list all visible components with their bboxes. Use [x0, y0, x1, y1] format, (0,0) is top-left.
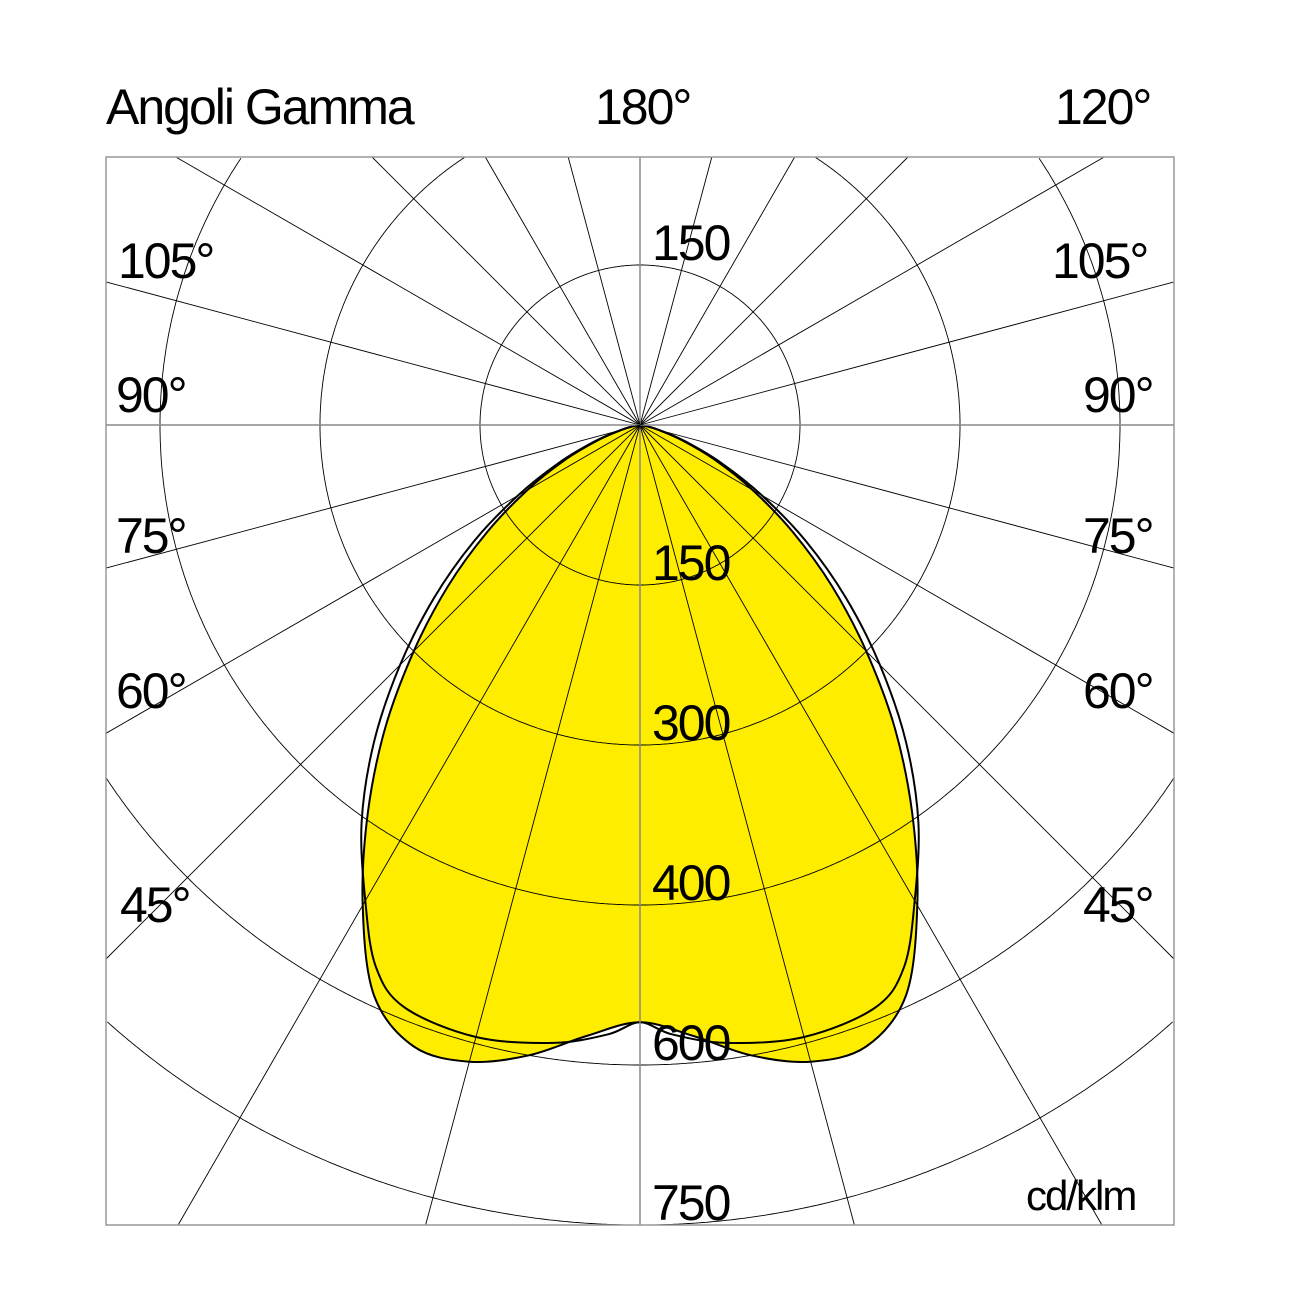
grid-spoke: [639, 424, 855, 1226]
angle-label-right-60: 60°: [1083, 663, 1153, 719]
chart-title: Angoli Gamma: [106, 79, 415, 135]
angle-label-right-90: 90°: [1083, 367, 1153, 423]
top-label-120: 120°: [1055, 79, 1150, 135]
angle-label-right-45: 45°: [1083, 877, 1153, 933]
grid-spoke: [639, 156, 1105, 426]
grid-spoke: [639, 156, 909, 426]
grid-spoke: [639, 424, 1175, 734]
grid-ring: [319, 157, 961, 746]
radial-label-top: 150: [652, 215, 730, 271]
grid-spoke: [639, 156, 796, 426]
angle-label-left-45: 45°: [120, 877, 190, 933]
grid-spoke: [639, 281, 1175, 426]
grid-spoke: [105, 281, 641, 426]
grid-spoke: [425, 424, 641, 1226]
grid-spoke: [484, 156, 641, 426]
grid-spoke: [105, 424, 641, 569]
angle-label-left-75: 75°: [116, 508, 186, 564]
unit-label: cd/klm: [1026, 1172, 1135, 1219]
chart-frame: [105, 156, 1175, 1226]
top-label-180: 180°: [595, 79, 690, 135]
angle-label-right-105: 105°: [1052, 233, 1147, 289]
grid-spoke: [639, 424, 1175, 960]
grid-spoke: [105, 424, 641, 734]
radial-label-2: 300: [652, 695, 730, 751]
angle-label-right-75: 75°: [1083, 508, 1153, 564]
radial-label-3: 400: [652, 855, 730, 911]
grid-spoke: [177, 424, 641, 1226]
grid-spoke: [639, 424, 1103, 1226]
grid-spoke: [639, 424, 1175, 569]
angle-label-left-90: 90°: [116, 367, 186, 423]
grid-ring: [159, 158, 1121, 906]
grid-spoke: [175, 156, 641, 426]
radial-label-1: 150: [652, 535, 730, 591]
angle-label-left-60: 60°: [116, 663, 186, 719]
radial-label-5: 750: [652, 1175, 730, 1231]
angle-label-left-105: 105°: [118, 233, 213, 289]
grid-spoke: [371, 156, 641, 426]
grid-spoke: [639, 156, 713, 426]
radial-label-4: 600: [652, 1015, 730, 1071]
grid-spoke: [105, 424, 641, 960]
grid-spoke: [567, 156, 641, 426]
